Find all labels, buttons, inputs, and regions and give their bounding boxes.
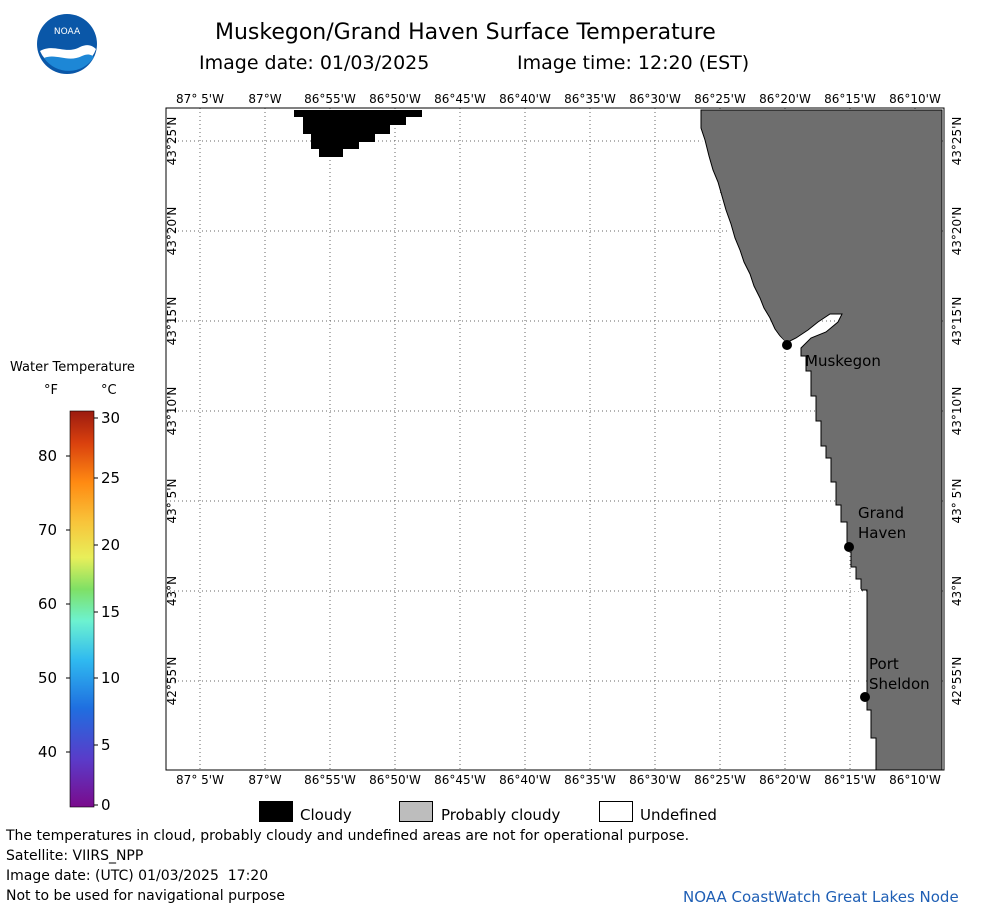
legend-label-probably-cloudy: Probably cloudy	[441, 806, 561, 824]
place-label-muskegon: Muskegon	[805, 352, 881, 370]
cloud-area	[294, 110, 422, 157]
lon-label: 86°15'W	[824, 773, 876, 787]
lon-label: 86°50'W	[369, 92, 421, 106]
place-label-grand-haven-2: Haven	[858, 524, 907, 542]
colorbar-c-label: 25	[101, 469, 121, 487]
lon-label: 86°20'W	[759, 773, 811, 787]
legend-swatch-probably-cloudy	[399, 801, 433, 822]
footer-navigation-note: Not to be used for navigational purpose	[6, 888, 285, 904]
colorbar-f-label: 80	[38, 447, 58, 465]
image-date: Image date: 01/03/2025	[199, 52, 430, 74]
lon-label: 87°W	[248, 92, 282, 106]
lat-label: 43°15'N	[165, 296, 179, 346]
lon-label: 86°55'W	[304, 773, 356, 787]
colorbar-title: Water Temperature	[10, 360, 135, 375]
lon-label: 86°40'W	[499, 773, 551, 787]
image-time: Image time: 12:20 (EST)	[517, 52, 750, 74]
colorbar	[69, 410, 95, 808]
lat-label: 43°25'N	[950, 116, 964, 166]
colorbar-f-label: 60	[38, 595, 58, 613]
lat-label: 43°10'N	[165, 386, 179, 436]
colorbar-c-label: 15	[101, 603, 121, 621]
lat-label: 43°25'N	[165, 116, 179, 166]
place-label-port-sheldon-2: Sheldon	[869, 675, 930, 693]
lon-label: 86°35'W	[564, 773, 616, 787]
colorbar-f-label: 70	[38, 521, 58, 539]
colorbar-c-label: 0	[101, 796, 111, 814]
lon-label: 86°10'W	[889, 92, 941, 106]
legend-swatch-cloudy	[259, 801, 293, 822]
colorbar-c-label: 10	[101, 669, 121, 687]
colorbar-f-label: 40	[38, 743, 58, 761]
lon-label: 87°W	[248, 773, 282, 787]
logo-text: NOAA	[54, 27, 81, 37]
lon-label: 86°45'W	[434, 92, 486, 106]
noaa-logo: NOAA	[37, 14, 97, 74]
lon-label: 86°25'W	[694, 773, 746, 787]
lon-label: 86°40'W	[499, 92, 551, 106]
colorbar-unit-c: °C	[101, 383, 117, 398]
port-sheldon-marker	[860, 692, 870, 702]
colorbar-c-label: 5	[101, 736, 111, 754]
colorbar-ticks	[66, 417, 98, 806]
shoreline	[696, 109, 874, 771]
lon-label: 86°50'W	[369, 773, 421, 787]
footer-disclaimer: The temperatures in cloud, probably clou…	[6, 828, 690, 844]
lat-label: 43°N	[165, 575, 179, 607]
footer-utc-date: Image date: (UTC) 01/03/2025 17:20	[6, 868, 269, 884]
lon-label: 86°25'W	[694, 92, 746, 106]
lon-label: 86°20'W	[759, 92, 811, 106]
lat-label: 43°N	[950, 575, 964, 607]
credit-link[interactable]: NOAA CoastWatch Great Lakes Node	[683, 888, 959, 906]
lat-label: 43° 5'N	[165, 478, 179, 524]
legend-label-cloudy: Cloudy	[300, 806, 352, 824]
lon-label: 86°10'W	[889, 773, 941, 787]
map-title: Muskegon/Grand Haven Surface Temperature	[215, 20, 716, 45]
lon-label: 86°30'W	[629, 92, 681, 106]
colorbar-c-label: 20	[101, 536, 121, 554]
lon-label: 87° 5'W	[176, 773, 224, 787]
lon-label: 86°15'W	[824, 92, 876, 106]
lat-label: 43° 5'N	[950, 478, 964, 524]
lat-label: 43°20'N	[165, 206, 179, 256]
footer-satellite: Satellite: VIIRS_NPP	[6, 848, 144, 864]
lon-label: 87° 5'W	[176, 92, 224, 106]
lat-label: 42°55'N	[950, 656, 964, 706]
legend-swatch-undefined	[599, 801, 633, 822]
muskegon-marker	[782, 340, 792, 350]
legend-label-undefined: Undefined	[640, 806, 717, 824]
colorbar-f-label: 50	[38, 669, 58, 687]
lat-label: 43°10'N	[950, 386, 964, 436]
lon-label: 86°35'W	[564, 92, 616, 106]
lon-label: 86°30'W	[629, 773, 681, 787]
grand-haven-marker	[844, 542, 854, 552]
land-area	[700, 109, 943, 771]
colorbar-c-label: 30	[101, 409, 121, 427]
lat-label: 43°15'N	[950, 296, 964, 346]
place-label-grand-haven-1: Grand	[858, 504, 905, 522]
lat-label: 42°55'N	[165, 656, 179, 706]
lon-label: 86°45'W	[434, 773, 486, 787]
lat-label: 43°20'N	[950, 206, 964, 256]
place-label-port-sheldon-1: Port	[869, 655, 899, 673]
colorbar-unit-f: °F	[44, 383, 58, 398]
lon-label: 86°55'W	[304, 92, 356, 106]
